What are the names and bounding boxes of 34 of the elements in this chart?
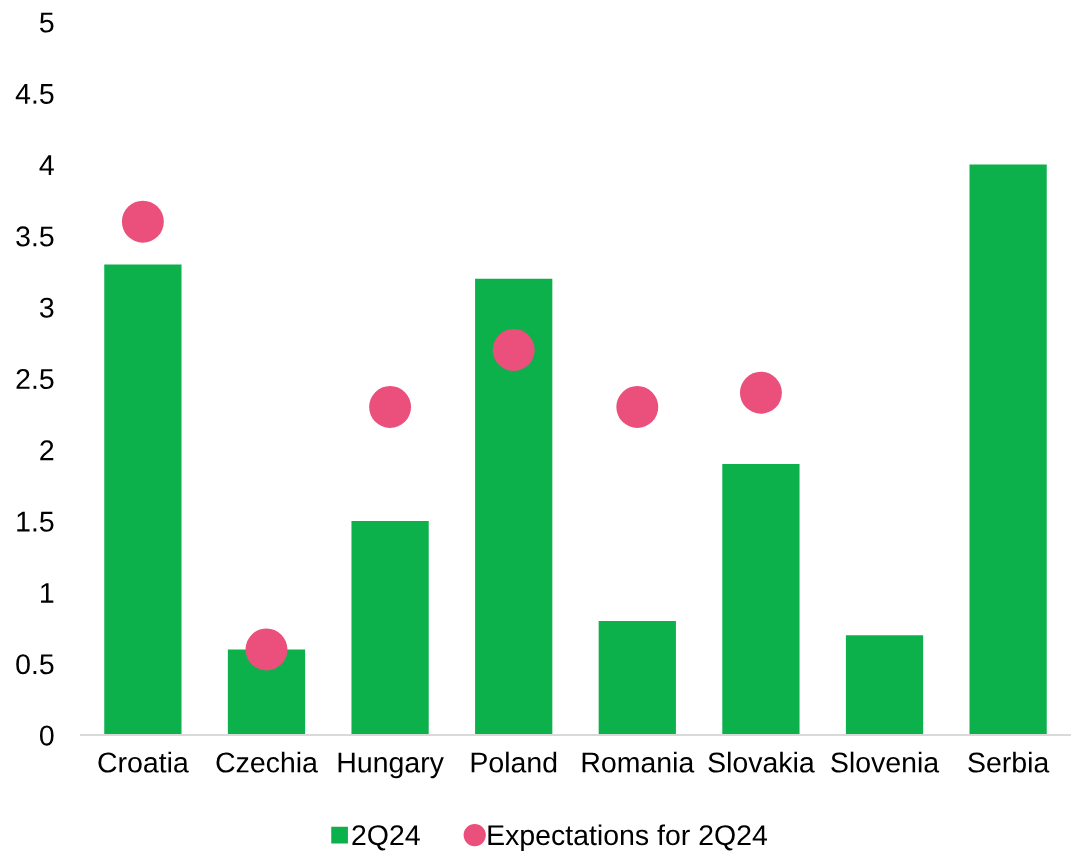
y-tick-label: 2.5 <box>16 368 54 390</box>
y-tick-label: 1 <box>41 583 54 603</box>
bar <box>475 278 553 736</box>
point <box>739 371 782 414</box>
x-tick-label: Romania <box>582 751 695 773</box>
legend-label: 2Q24 <box>352 825 420 851</box>
y-tick-label: 2 <box>40 440 54 461</box>
bar <box>969 164 1047 736</box>
x-tick-label: Czechia <box>216 751 318 773</box>
bar <box>845 635 924 736</box>
y-tick-label: 4.5 <box>15 84 54 104</box>
bar <box>598 620 676 736</box>
bar <box>351 521 429 736</box>
y-tick-label: 3.5 <box>16 226 54 247</box>
y-tick-label: 5 <box>39 12 54 33</box>
point <box>121 200 164 243</box>
point <box>616 386 659 429</box>
y-tick-label: 0 <box>39 725 54 746</box>
bar <box>104 264 182 736</box>
point <box>245 628 288 671</box>
y-tick-label: 4 <box>39 155 54 175</box>
x-tick-label: Slovenia <box>831 751 940 773</box>
x-tick-label: Hungary <box>338 752 444 779</box>
x-tick-label: Poland <box>471 751 557 773</box>
bar <box>722 464 800 736</box>
legend-label: Expectations for 2Q24 <box>488 824 767 851</box>
y-tick-label: 1.5 <box>17 511 54 532</box>
x-tick-label: Slovakia <box>708 751 815 773</box>
point <box>369 386 412 429</box>
point <box>492 329 535 371</box>
y-tick-label: 3 <box>39 297 54 318</box>
y-tick-label: 0.5 <box>16 654 54 675</box>
x-tick-label: Serbia <box>968 751 1050 773</box>
x-tick-label: Croatia <box>98 751 189 773</box>
